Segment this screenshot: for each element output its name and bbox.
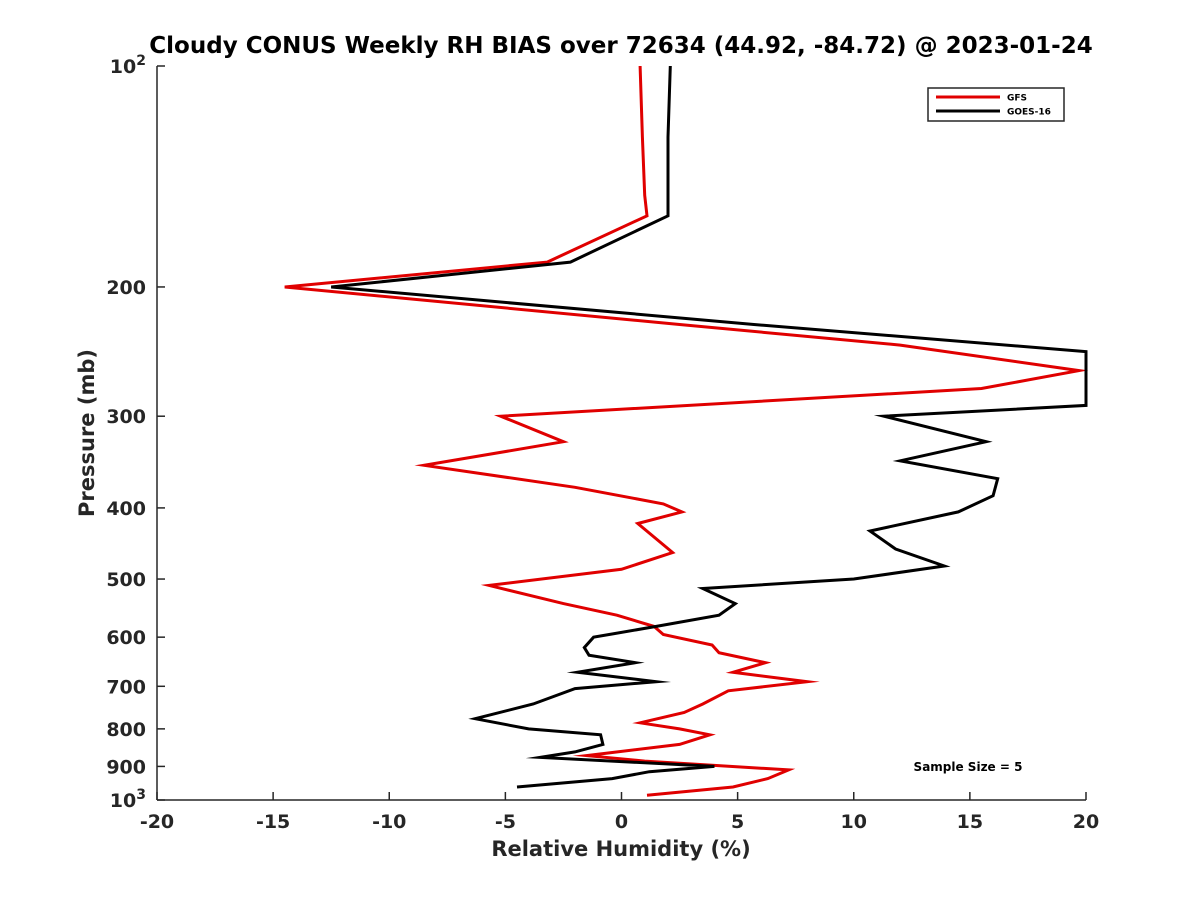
y-tick-label: 700 bbox=[106, 676, 146, 698]
series-line-goes-16 bbox=[331, 65, 1088, 789]
y-tick-label: 900 bbox=[106, 756, 146, 778]
y-tick-exponent: 3 bbox=[136, 787, 146, 803]
sample-size-annotation: Sample Size = 5 bbox=[914, 760, 1023, 774]
y-tick-base: 10 bbox=[110, 790, 136, 812]
x-tick-labels: -20 -15 -10 -5 0 5 10 15 20 bbox=[140, 792, 1099, 833]
legend-box bbox=[927, 87, 1065, 122]
y-tick-base: 500 bbox=[106, 569, 146, 591]
y-tick-exponent: 2 bbox=[136, 53, 146, 69]
y-tick-label: 500 bbox=[106, 569, 146, 591]
x-tick-label: -15 bbox=[256, 811, 290, 833]
x-tick-label: 5 bbox=[731, 811, 744, 833]
legend: GFS GOES-16 bbox=[927, 87, 1065, 122]
series-layer bbox=[284, 65, 1089, 797]
y-tick-label: 600 bbox=[106, 627, 146, 649]
y-tick-label: 800 bbox=[106, 719, 146, 741]
legend-label: GFS bbox=[1007, 94, 1027, 104]
x-tick-label: -10 bbox=[372, 811, 406, 833]
y-tick-label: 300 bbox=[106, 406, 146, 428]
chart-title: Cloudy CONUS Weekly RH BIAS over 72634 (… bbox=[149, 33, 1092, 59]
y-tick-base: 10 bbox=[110, 56, 136, 78]
x-tick-label: -5 bbox=[495, 811, 516, 833]
y-tick-base: 900 bbox=[106, 756, 146, 778]
y-tick-base: 700 bbox=[106, 676, 146, 698]
y-tick-base: 200 bbox=[106, 277, 146, 299]
x-tick-label: 0 bbox=[615, 811, 628, 833]
y-tick-label: 400 bbox=[106, 498, 146, 520]
series-line-gfs bbox=[284, 65, 1089, 797]
x-tick-label: 20 bbox=[1073, 811, 1099, 833]
y-tick-base: 800 bbox=[106, 719, 146, 741]
x-tick-label: -20 bbox=[140, 811, 174, 833]
x-tick-label: 10 bbox=[841, 811, 867, 833]
y-tick-base: 600 bbox=[106, 627, 146, 649]
legend-label: GOES-16 bbox=[1007, 108, 1051, 118]
y-tick-label: 200 bbox=[106, 277, 146, 299]
y-tick-label: 102 bbox=[110, 53, 146, 78]
y-tick-base: 400 bbox=[106, 498, 146, 520]
legend-items: GFS GOES-16 bbox=[936, 94, 1051, 118]
y-tick-label: 103 bbox=[110, 787, 146, 812]
x-axis-label: Relative Humidity (%) bbox=[491, 837, 750, 861]
y-tick-base: 300 bbox=[106, 406, 146, 428]
x-tick-label: 15 bbox=[957, 811, 983, 833]
y-axis-label: Pressure (mb) bbox=[75, 349, 99, 517]
